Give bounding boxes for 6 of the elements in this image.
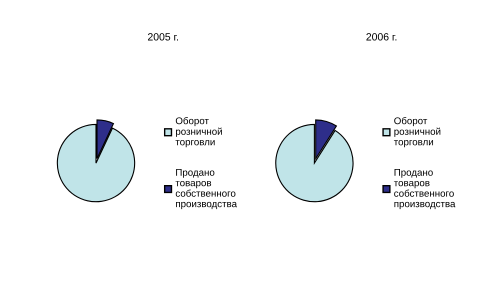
legend-label: Продано товаров собственного производства bbox=[394, 169, 456, 210]
legend-label: Оборот розничной торговли bbox=[176, 117, 222, 148]
legend-label: Продано товаров собственного производства bbox=[176, 169, 238, 210]
legend-label: Оборот розничной торговли bbox=[394, 117, 440, 148]
chart-title: 2005 г. bbox=[148, 33, 178, 41]
chart-title: 2006 г. bbox=[366, 33, 396, 41]
